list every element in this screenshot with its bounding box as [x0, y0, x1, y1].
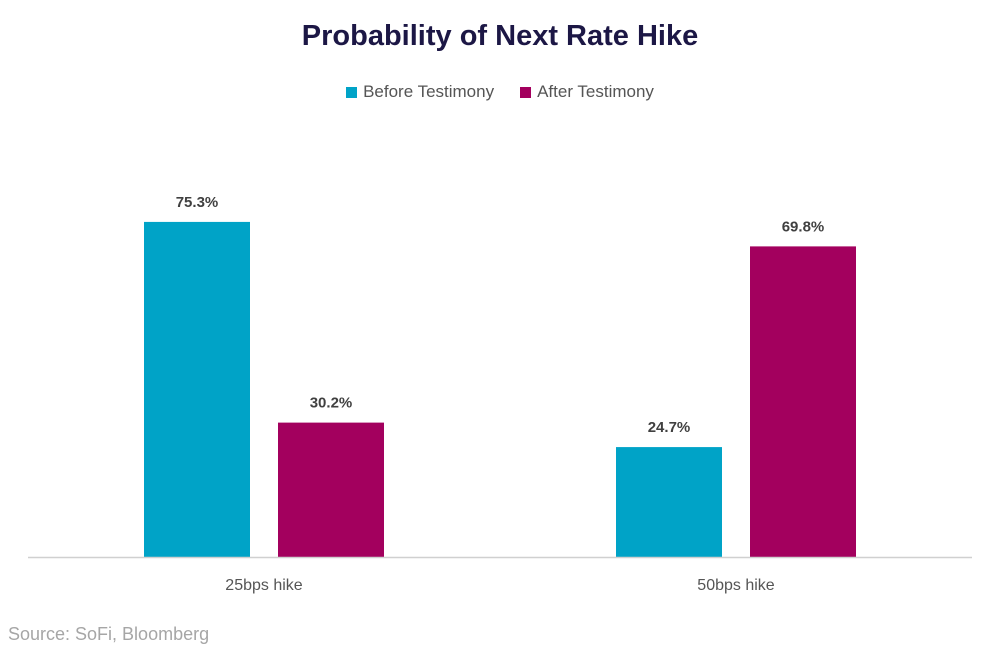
data-label: 75.3%: [176, 194, 219, 211]
data-label: 30.2%: [310, 395, 353, 412]
source-note: Source: SoFi, Bloomberg: [8, 624, 210, 644]
legend-swatch-after: [520, 86, 532, 98]
bar: [616, 447, 722, 557]
legend-item-after: After Testimony: [520, 82, 654, 102]
x-tick-label: 50bps hike: [697, 577, 774, 594]
bar: [278, 422, 384, 557]
bar: [144, 221, 250, 558]
chart-title: Probability of Next Rate Hike: [301, 20, 699, 52]
legend-label-after: After Testimony: [537, 82, 654, 101]
legend-label-before: Before Testimony: [363, 82, 495, 101]
legend-item-before: Before Testimony: [346, 82, 494, 102]
legend-swatch-before: [346, 86, 358, 98]
data-label: 69.8%: [782, 218, 825, 235]
bar: [750, 246, 856, 557]
legend: Before Testimony After Testimony: [0, 82, 1000, 102]
data-label: 24.7%: [648, 419, 691, 436]
x-tick-label: 25bps hike: [225, 577, 302, 594]
